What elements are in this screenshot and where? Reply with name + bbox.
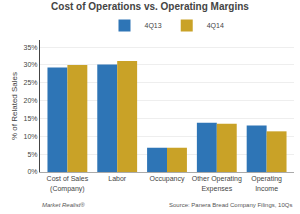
svg-text:25%: 25% — [24, 79, 38, 86]
svg-text:35%: 35% — [24, 44, 38, 51]
svg-text:4Q14: 4Q14 — [207, 22, 224, 30]
svg-text:0%: 0% — [27, 168, 37, 175]
svg-text:Cost of Operations vs. Operati: Cost of Operations vs. Operating Margins — [51, 1, 249, 12]
svg-text:Occupancy: Occupancy — [149, 175, 185, 183]
svg-text:Other OperatingExpenses: Other OperatingExpenses — [192, 175, 242, 192]
svg-text:15%: 15% — [24, 115, 38, 122]
svg-text:10%: 10% — [24, 133, 38, 140]
svg-text:Labor: Labor — [108, 175, 127, 182]
svg-text:4Q13: 4Q13 — [145, 22, 162, 30]
svg-text:Cost of Sales(Company): Cost of Sales(Company) — [47, 175, 89, 192]
svg-text:Source: Panera Bread Company F: Source: Panera Bread Company Filings, 10… — [169, 202, 292, 208]
svg-text:% of Related Sales: % of Related Sales — [10, 72, 19, 140]
svg-text:Market Realist®: Market Realist® — [42, 202, 85, 208]
svg-text:OperatingIncome: OperatingIncome — [251, 175, 282, 191]
svg-text:20%: 20% — [24, 97, 38, 104]
svg-text:5%: 5% — [27, 151, 37, 158]
svg-text:30%: 30% — [24, 61, 38, 68]
